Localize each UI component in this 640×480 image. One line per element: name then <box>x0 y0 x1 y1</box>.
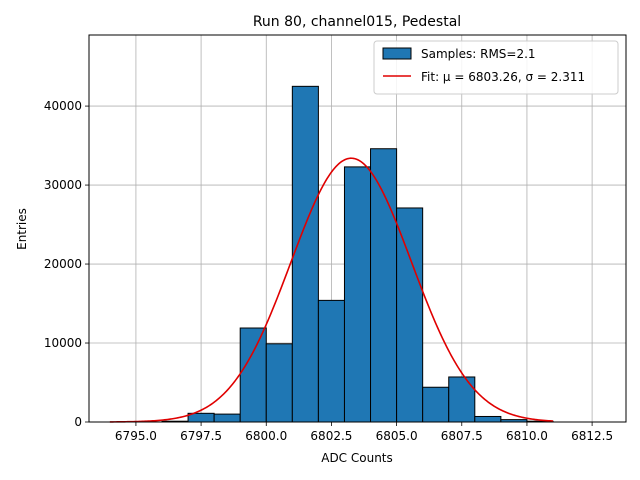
y-tick-label: 20000 <box>44 257 82 271</box>
x-tick-label: 6805.0 <box>376 429 418 443</box>
y-tick-label: 40000 <box>44 99 82 113</box>
x-tick-label: 6810.0 <box>506 429 548 443</box>
plot-frame <box>88 34 627 423</box>
y-tick-label: 30000 <box>44 178 82 192</box>
histogram-bar <box>396 207 424 423</box>
histogram-bar <box>474 415 502 423</box>
histogram-bars <box>161 85 554 423</box>
y-tick-label: 0 <box>74 415 82 429</box>
x-tick-label: 6812.5 <box>571 429 613 443</box>
x-tick-label: 6807.5 <box>441 429 483 443</box>
legend-box <box>373 40 619 95</box>
legend-histogram-label: Samples: RMS=2.1 <box>421 47 536 61</box>
histogram-bar <box>448 376 476 423</box>
y-axis-label: Entries <box>15 208 29 250</box>
x-tick-label: 6800.0 <box>245 429 287 443</box>
legend: Samples: RMS=2.1 Fit: μ = 6803.26, σ = 2… <box>373 40 619 95</box>
x-tick-label: 6802.5 <box>310 429 352 443</box>
histogram-bar <box>265 343 293 423</box>
histogram-bar <box>213 413 241 423</box>
y-axis-ticks: 0 10000 20000 30000 40000 <box>44 99 89 429</box>
histogram-bar <box>291 85 319 423</box>
histogram-bar <box>317 299 345 423</box>
chart-title: Run 80, channel015, Pedestal <box>253 14 461 30</box>
y-tick-label: 10000 <box>44 336 82 350</box>
histogram-bar <box>422 386 450 423</box>
x-tick-label: 6797.5 <box>180 429 222 443</box>
histogram-bar <box>370 148 398 423</box>
x-axis-label: ADC Counts <box>321 451 393 465</box>
histogram-bar <box>239 327 267 423</box>
legend-fit-label: Fit: μ = 6803.26, σ = 2.311 <box>421 70 585 84</box>
x-tick-label: 6795.0 <box>115 429 157 443</box>
legend-histogram-swatch <box>382 47 412 60</box>
x-axis-ticks: 6795.0 6797.5 6800.0 6802.5 6805.0 6807.5 6810… <box>115 422 613 443</box>
histogram-bar <box>343 166 372 423</box>
fit-curve <box>109 157 554 423</box>
